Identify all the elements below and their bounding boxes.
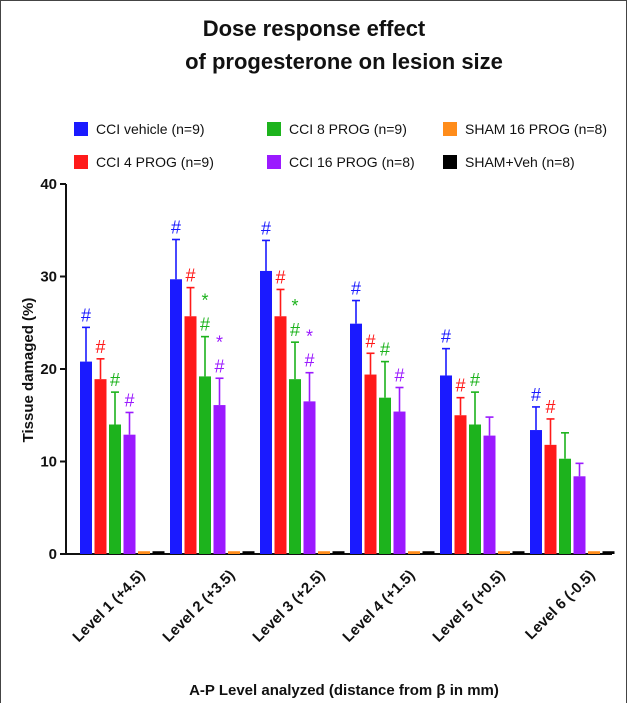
bar: [109, 424, 121, 554]
significance-asterisk: *: [216, 332, 223, 352]
significance-hash: #: [441, 327, 451, 347]
bar: [260, 270, 272, 554]
category-label: Level 3 (+2.5): [249, 567, 328, 646]
bar: [184, 316, 197, 554]
bar: [422, 551, 435, 554]
bar: [588, 551, 600, 554]
bar: [199, 376, 211, 554]
bar: [454, 415, 467, 554]
legend-label: CCI vehicle (n=9): [96, 121, 205, 137]
significance-hash: #: [110, 370, 120, 390]
bar: [393, 411, 406, 554]
bar: [170, 279, 182, 554]
bar: [332, 551, 345, 554]
y-tick-label: 0: [49, 546, 57, 563]
legend-label: CCI 16 PROG (n=8): [289, 154, 415, 170]
legend-label: SHAM 16 PROG (n=8): [465, 121, 607, 137]
significance-hash: #: [214, 356, 224, 376]
legend-swatch: [443, 155, 457, 169]
significance-hash: #: [95, 337, 105, 357]
bar: [364, 374, 377, 554]
legend-label: CCI 8 PROG (n=9): [289, 121, 407, 137]
significance-asterisk: *: [291, 296, 298, 316]
significance-hash: #: [455, 376, 465, 396]
category-label: Level 2 (+3.5): [159, 567, 238, 646]
chart-bars: #######*#*###*#*## #### ###: [80, 218, 615, 554]
legend-swatch: [267, 155, 281, 169]
bar: [530, 430, 542, 554]
y-axis-title: Tissue damaged (%): [20, 298, 37, 443]
significance-hash: #: [394, 366, 404, 386]
bar: [138, 551, 150, 554]
significance-hash: #: [351, 279, 361, 299]
significance-asterisk: *: [201, 291, 208, 311]
significance-hash: #: [200, 315, 210, 335]
significance-hash: #: [185, 266, 195, 286]
chart-legend: CCI vehicle (n=9) CCI 4 PROG (n=9) CCI 8 P…: [74, 121, 607, 170]
y-tick-label: 40: [40, 176, 57, 193]
y-tick-label: 20: [40, 361, 57, 378]
legend-swatch: [74, 122, 88, 136]
significance-hash: #: [124, 390, 134, 410]
chart-title-line-2: of progesterone on lesion size: [185, 49, 503, 74]
significance-hash: #: [531, 385, 541, 405]
category-label: Level 4 (+1.5): [339, 567, 418, 646]
bar: [242, 551, 255, 554]
legend-label: CCI 4 PROG (n=9): [96, 154, 214, 170]
bar: [602, 551, 615, 554]
legend-swatch: [74, 155, 88, 169]
y-tick-label: 10: [40, 454, 57, 471]
y-tick-label: 30: [40, 269, 57, 286]
legend-label: SHAM+Veh (n=8): [465, 154, 575, 170]
category-label: Level 6 (-0.5): [522, 567, 598, 643]
bar: [440, 375, 452, 554]
bar: [408, 551, 420, 554]
bar: [573, 476, 586, 554]
significance-hash: #: [380, 340, 390, 360]
category-label: Level 5 (+0.5): [429, 567, 508, 646]
legend-swatch: [267, 122, 281, 136]
bar: [213, 405, 226, 554]
significance-asterisk: *: [306, 327, 313, 347]
bar: [303, 401, 316, 554]
x-axis-title: A-P Level analyzed (distance from β in m…: [189, 682, 499, 699]
bar: [94, 379, 107, 554]
significance-hash: #: [275, 267, 285, 287]
bar: [228, 551, 240, 554]
bar: [274, 316, 287, 554]
bar: [483, 435, 496, 554]
significance-hash: #: [545, 397, 555, 417]
category-labels: Level 1 (+4.5) Level 2 (+3.5) Level 3 (+2.…: [69, 567, 598, 646]
significance-hash: #: [171, 218, 181, 238]
bar: [289, 379, 301, 554]
significance-hash: #: [261, 218, 271, 238]
category-label: Level 1 (+4.5): [69, 567, 148, 646]
bar: [469, 424, 481, 554]
bar: [152, 551, 165, 554]
bar: [559, 458, 571, 554]
significance-hash: #: [81, 305, 91, 325]
bar: [350, 323, 362, 554]
bar: [379, 397, 391, 554]
significance-hash: #: [304, 351, 314, 371]
legend-swatch: [443, 122, 457, 136]
significance-hash: #: [470, 370, 480, 390]
bar: [318, 551, 330, 554]
bar: [123, 434, 136, 554]
chart-title-line-1: Dose response effect: [203, 16, 426, 41]
bar: [544, 444, 557, 554]
significance-hash: #: [365, 331, 375, 351]
significance-hash: #: [290, 320, 300, 340]
bar: [80, 361, 92, 554]
bar: [512, 551, 525, 554]
bar: [498, 551, 510, 554]
